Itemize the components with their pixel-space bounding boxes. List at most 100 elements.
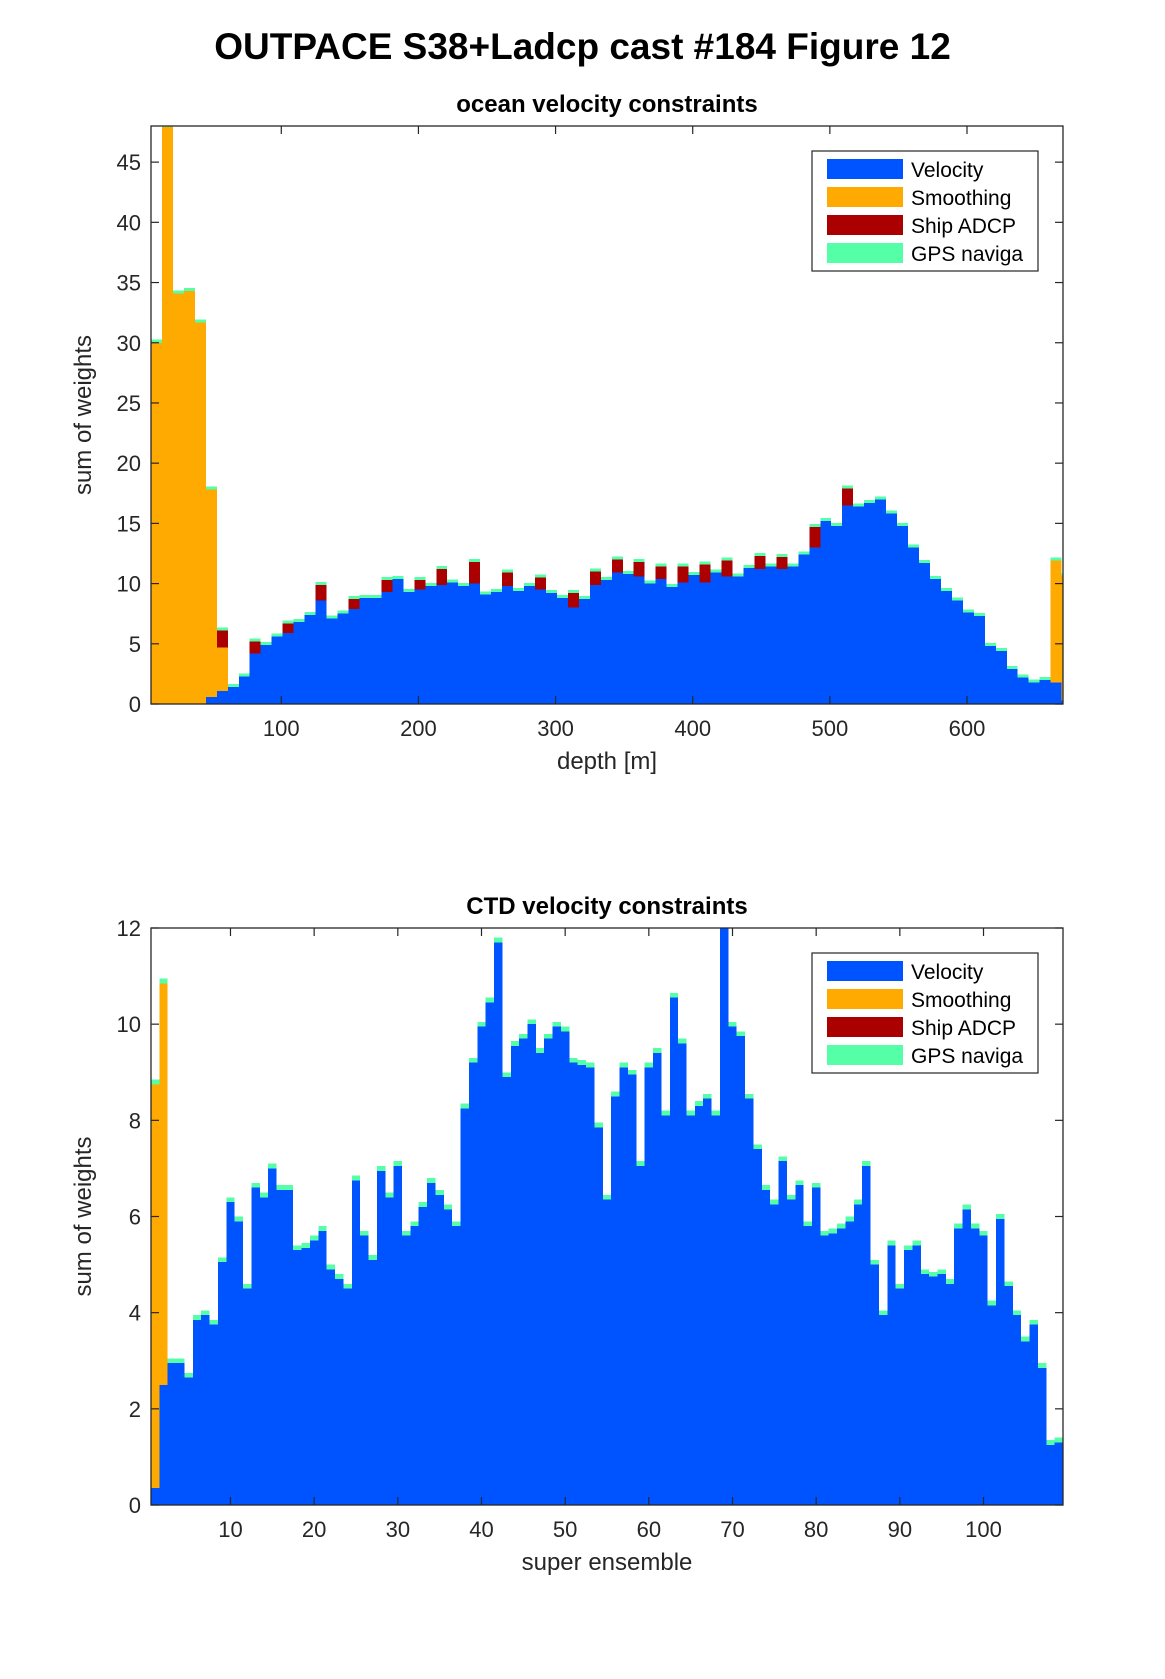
- bar-ship-adcp: [381, 579, 393, 593]
- bar-ship-adcp: [655, 566, 667, 579]
- bar-gps-naviga: [786, 1194, 796, 1200]
- bar-velocity: [644, 1067, 654, 1505]
- bar-gps-naviga: [513, 587, 525, 591]
- bar-gps-naviga: [710, 569, 722, 573]
- bar-gps-naviga: [544, 1033, 553, 1039]
- bar-velocity: [996, 1218, 1005, 1505]
- bar-velocity: [776, 569, 788, 704]
- bar-gps-naviga: [460, 1103, 469, 1109]
- y-tick-label: 30: [117, 331, 141, 356]
- y-axis-label: sum of weights: [70, 335, 97, 495]
- bar-gps-naviga: [611, 556, 623, 560]
- bar-smoothing: [159, 983, 168, 1385]
- bar-velocity: [1050, 682, 1062, 704]
- bar-gps-naviga: [699, 561, 711, 565]
- bar-velocity: [544, 1038, 553, 1505]
- bar-gps-naviga: [1029, 1319, 1038, 1325]
- bar-gps-naviga: [940, 587, 952, 591]
- bar-gps-naviga: [1046, 1440, 1055, 1445]
- bar-velocity: [251, 1187, 260, 1505]
- bar-gps-naviga: [381, 576, 393, 580]
- bar-velocity: [828, 1233, 838, 1505]
- bar-gps-naviga: [820, 517, 832, 521]
- bar-velocity: [842, 505, 854, 704]
- bar-gps-naviga: [1050, 557, 1062, 561]
- bar-velocity: [904, 1250, 913, 1505]
- y-tick-label: 35: [117, 271, 141, 296]
- bar-velocity: [754, 569, 766, 704]
- bar-gps-naviga: [761, 1185, 771, 1191]
- bar-gps-naviga: [798, 551, 810, 555]
- bar-gps-naviga: [259, 1192, 269, 1198]
- bar-gps-naviga: [485, 997, 495, 1003]
- bar-gps-naviga: [1054, 1437, 1063, 1443]
- bar-gps-naviga: [468, 1057, 478, 1063]
- bar-velocity: [633, 576, 645, 704]
- bar-gps-naviga: [491, 589, 503, 593]
- bar-gps-naviga: [1006, 666, 1018, 670]
- bar-gps-naviga: [711, 1110, 720, 1116]
- bar-gps-naviga: [984, 643, 996, 647]
- bar-gps-naviga: [619, 1062, 628, 1068]
- bar-gps-naviga: [318, 1226, 327, 1231]
- bar-velocity: [954, 1228, 963, 1505]
- bar-ship-adcp: [567, 593, 579, 608]
- bar-gps-naviga: [410, 1221, 419, 1227]
- bar-velocity: [853, 506, 865, 704]
- bar-gps-naviga: [743, 564, 755, 568]
- bar-velocity: [753, 1149, 762, 1505]
- bar-gps-naviga: [912, 1240, 921, 1246]
- bar-gps-naviga: [1028, 679, 1040, 683]
- bar-velocity: [205, 696, 217, 704]
- bar-gps-naviga: [945, 1279, 955, 1284]
- bar-gps-naviga: [205, 486, 217, 490]
- bar-gps-naviga: [703, 1093, 712, 1099]
- bar-velocity: [176, 1363, 185, 1505]
- bar-gps-naviga: [502, 1072, 511, 1078]
- bar-velocity: [831, 525, 843, 704]
- bar-ship-adcp: [721, 560, 733, 577]
- bar-velocity: [359, 598, 371, 704]
- legend-swatch: [827, 961, 903, 981]
- bar-velocity: [887, 1245, 896, 1505]
- legend-swatch: [827, 187, 903, 207]
- bar-ship-adcp: [436, 569, 448, 585]
- bar-velocity: [703, 1098, 712, 1505]
- y-tick-label: 8: [129, 1108, 141, 1133]
- bar-velocity: [845, 1221, 854, 1505]
- bar-ship-adcp: [633, 561, 645, 577]
- bar-velocity: [201, 1315, 210, 1505]
- bar-ship-adcp: [699, 564, 711, 583]
- bar-gps-naviga: [1004, 1281, 1013, 1287]
- bar-velocity: [535, 589, 546, 704]
- bar-gps-naviga: [736, 1031, 746, 1037]
- bar-gps-naviga: [251, 1182, 260, 1188]
- bar-velocity: [600, 579, 612, 704]
- bar-velocity: [403, 592, 415, 704]
- bar-gps-naviga: [552, 1021, 561, 1027]
- bar-ship-adcp: [502, 572, 514, 586]
- bar-velocity: [519, 1038, 528, 1505]
- bar-velocity: [945, 1283, 955, 1505]
- bar-velocity: [385, 1197, 394, 1505]
- bar-gps-naviga: [293, 1245, 302, 1251]
- bar-gps-naviga: [337, 610, 349, 614]
- bar-gps-naviga: [443, 1204, 453, 1210]
- bar-velocity: [678, 1043, 687, 1505]
- bar-gps-naviga: [765, 563, 777, 567]
- bar-smoothing: [216, 647, 228, 691]
- bar-gps-naviga: [721, 557, 733, 561]
- bar-gps-naviga: [862, 1161, 871, 1167]
- bar-velocity: [343, 1288, 352, 1505]
- bar-gps-naviga: [611, 1091, 620, 1097]
- bar-ship-adcp: [414, 579, 426, 590]
- bars: [151, 928, 1063, 1505]
- bar-gps-naviga: [309, 1235, 319, 1241]
- legend-label: GPS naviga: [911, 243, 1023, 266]
- bar-velocity: [853, 1204, 863, 1505]
- bar-velocity: [249, 653, 261, 704]
- x-tick-label: 200: [400, 716, 437, 741]
- bar-velocity: [360, 1235, 369, 1505]
